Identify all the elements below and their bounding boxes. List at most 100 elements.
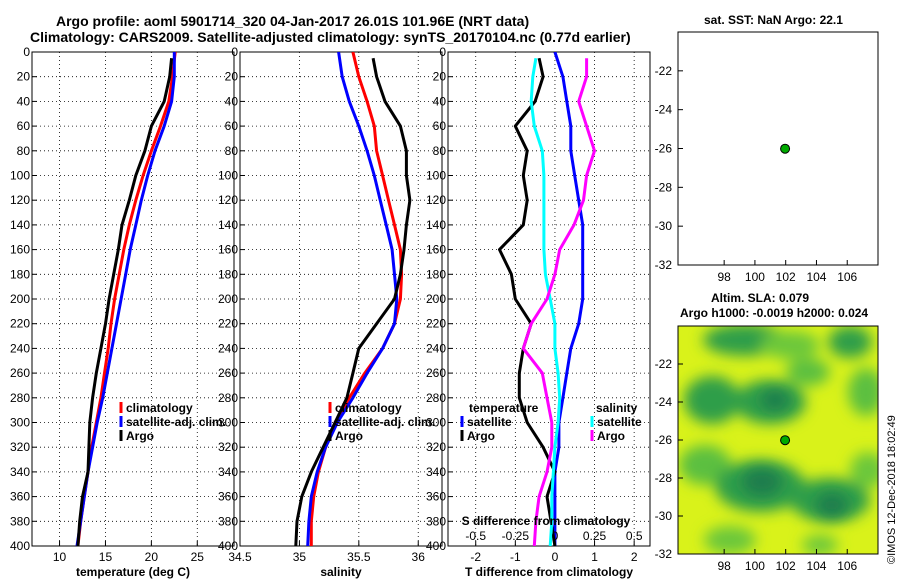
- difference-line-temperature-satellite: [553, 52, 585, 546]
- salinity-xtick-label: 35: [293, 550, 307, 564]
- difference-ytick-label: 100: [426, 169, 446, 183]
- temperature-legend-label: satellite-adj. clim.: [126, 415, 226, 429]
- salinity-ytick-label: 360: [218, 490, 238, 504]
- salinity-legend-label: satellite-adj. clim.: [335, 415, 435, 429]
- temperature-series-group: [75, 52, 177, 546]
- difference-series-group: [498, 52, 596, 546]
- salinity-xtick-label: 36: [412, 550, 426, 564]
- temperature-legend-label: Argo: [126, 429, 154, 443]
- sla-map-ytick-label: -30: [655, 509, 673, 523]
- chart-title-line1: Argo profile: aoml 5901714_320 04-Jan-20…: [56, 13, 530, 29]
- difference-ytick-label: 240: [426, 341, 446, 355]
- sla-map-ytick-label: -22: [655, 357, 673, 371]
- salinity-ytick-label: 180: [218, 267, 238, 281]
- temperature-ytick-label: 380: [10, 514, 30, 528]
- salinity-diff-tick-label: -0.5: [465, 529, 486, 543]
- temperature-ytick-label: 40: [17, 94, 31, 108]
- temperature-ytick-label: 360: [10, 490, 30, 504]
- salinity-ytick-label: 240: [218, 341, 238, 355]
- salinity-diff-tick-label: -0.25: [502, 529, 530, 543]
- sla-map-ytick-label: -28: [655, 471, 673, 485]
- difference-legend-temperature-title: temperature: [469, 401, 539, 415]
- salinity-line-satellite-adj-clim-: [306, 52, 399, 546]
- salinity-ytick-label: 40: [225, 94, 239, 108]
- difference-xtick-label: 0: [552, 550, 559, 564]
- salinity-ytick-label: 300: [218, 416, 238, 430]
- sst-map-xtick-label: 100: [745, 270, 765, 284]
- difference-temperature-legend-label: Argo: [467, 429, 495, 443]
- difference-ytick-label: 340: [426, 465, 446, 479]
- difference-salinity-legend-label: satellite: [597, 415, 642, 429]
- difference-ytick-label: 60: [433, 119, 447, 133]
- difference-xtick-label: 2: [631, 550, 638, 564]
- difference-xtick-label: -1: [510, 550, 521, 564]
- salinity-ytick-label: 260: [218, 366, 238, 380]
- sst-map-ytick-label: -24: [655, 103, 673, 117]
- sla-map-xtick-label: 104: [806, 559, 826, 573]
- sst-map-xtick-label: 98: [717, 270, 731, 284]
- salinity-ytick-label: 160: [218, 243, 238, 257]
- sst-map-argo-location-marker: [780, 143, 791, 154]
- difference-xtick-label: 1: [591, 550, 598, 564]
- temperature-ytick-label: 280: [10, 391, 30, 405]
- sst-map-ytick-label: -26: [655, 142, 673, 156]
- temperature-ytick-label: 80: [17, 144, 31, 158]
- difference-line-salinity-argo: [521, 58, 596, 546]
- temperature-ytick-label: 340: [10, 465, 30, 479]
- difference-ytick-label: 400: [426, 539, 446, 553]
- sst-map-ytick-label: -22: [655, 64, 673, 78]
- sla-map-xtick-label: 102: [776, 559, 796, 573]
- temperature-ytick-label: 240: [10, 341, 30, 355]
- difference-ytick-label: 160: [426, 243, 446, 257]
- sla-map-ytick-label: -32: [655, 547, 673, 561]
- sla-map-xtick-label: 100: [745, 559, 765, 573]
- difference-salinity-legend-label: Argo: [597, 429, 625, 443]
- temperature-ytick-label: 220: [10, 317, 30, 331]
- difference-ytick-label: 200: [426, 292, 446, 306]
- sla-map-argo-location-marker: [780, 435, 791, 446]
- temperature-legend-label: climatology: [126, 401, 193, 415]
- salinity-ytick-label: 120: [218, 193, 238, 207]
- salinity-ytick-label: 20: [225, 70, 239, 84]
- salinity-ytick-label: 140: [218, 218, 238, 232]
- sla-map-title: Altim. SLA: 0.079: [711, 291, 810, 305]
- imos-timestamp: ©IMOS 12-Dec-2018 18:02:49: [886, 415, 898, 564]
- salinity-ytick-label: 200: [218, 292, 238, 306]
- temperature-xtick-label: 25: [191, 550, 205, 564]
- difference-legend-salinity-title: salinity: [596, 401, 638, 415]
- sst-map-ytick-label: -30: [655, 219, 673, 233]
- temperature-ytick-label: 120: [10, 193, 30, 207]
- temperature-xtick-label: 20: [145, 550, 159, 564]
- salinity-ytick-label: 340: [218, 465, 238, 479]
- difference-ytick-label: 320: [426, 440, 446, 454]
- difference-ytick-label: 40: [433, 94, 447, 108]
- temperature-ytick-label: 320: [10, 440, 30, 454]
- temperature-ytick-label: 260: [10, 366, 30, 380]
- temperature-xlabel: temperature (deg C): [76, 565, 190, 579]
- temperature-ytick-label: 200: [10, 292, 30, 306]
- temperature-ytick-label: 180: [10, 267, 30, 281]
- sla-map-ytick-label: -24: [655, 395, 673, 409]
- sla-map-subtitle: Argo h1000: -0.0019 h2000: 0.024: [680, 306, 869, 320]
- difference-ytick-label: 360: [426, 490, 446, 504]
- salinity-ytick-label: 100: [218, 169, 238, 183]
- sst-map-ytick-label: -32: [655, 258, 673, 272]
- salinity-ytick-label: 80: [225, 144, 239, 158]
- salinity-line-argo: [294, 57, 412, 546]
- sla-map-xtick-label: 106: [837, 559, 857, 573]
- temperature-xtick-label: 15: [99, 550, 113, 564]
- salinity-ytick-label: 0: [231, 45, 238, 59]
- salinity-diff-tick-label: 0: [552, 529, 559, 543]
- difference-line-temperature-argo: [498, 57, 557, 546]
- difference-ytick-label: 220: [426, 317, 446, 331]
- salinity-ytick-label: 380: [218, 514, 238, 528]
- salinity-series-group: [294, 52, 412, 546]
- difference-ytick-label: 140: [426, 218, 446, 232]
- temperature-ytick-label: 60: [17, 119, 31, 133]
- difference-ytick-label: 280: [426, 391, 446, 405]
- sst-map-frame: [677, 31, 879, 266]
- temperature-xtick-label: 10: [53, 550, 67, 564]
- salinity-legend-label: climatology: [335, 401, 402, 415]
- difference-ytick-label: 260: [426, 366, 446, 380]
